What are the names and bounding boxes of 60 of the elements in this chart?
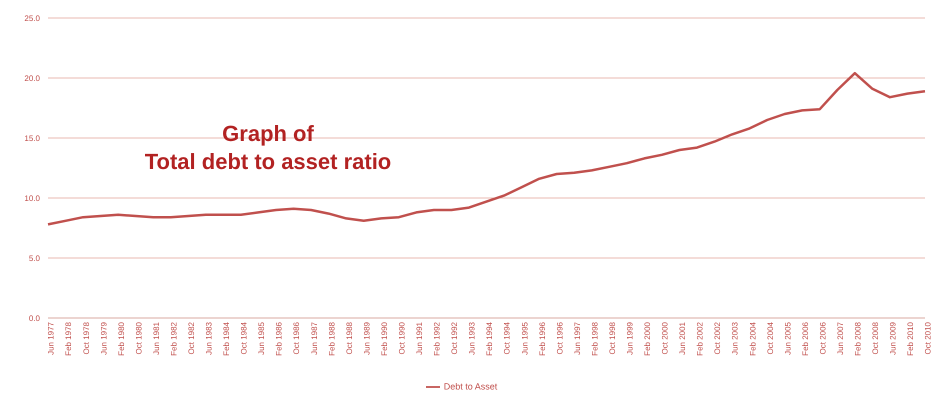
x-tick-label: Feb 1986 <box>274 321 284 356</box>
x-tick-label: Oct 1992 <box>450 321 460 354</box>
y-tick-label: 20.0 <box>24 74 41 83</box>
x-tick-label: Feb 1984 <box>222 321 232 356</box>
y-tick-label: 15.0 <box>24 134 41 143</box>
x-tick-label: Jun 1993 <box>468 321 477 355</box>
x-tick-label: Oct 2002 <box>713 321 722 354</box>
x-tick-label: Jun 2003 <box>730 321 740 355</box>
x-tick-label: Oct 1990 <box>397 321 406 354</box>
x-tick-label: Jun 1985 <box>257 321 266 355</box>
x-tick-label: Feb 2008 <box>854 321 863 356</box>
x-tick-label: Jun 2005 <box>783 321 792 355</box>
x-tick-label: Jun 2009 <box>888 321 898 355</box>
x-tick-label: Feb 1996 <box>538 321 547 356</box>
x-tick-label: Feb 1982 <box>169 321 178 356</box>
x-tick-label: Feb 2004 <box>748 321 758 356</box>
x-tick-label: Jun 1999 <box>626 321 634 355</box>
line-series <box>46 72 926 226</box>
x-tick-label: Oct 1984 <box>240 321 249 354</box>
x-tick-label: Jun 1983 <box>204 321 214 355</box>
y-tick-label: 25.0 <box>24 14 41 23</box>
x-tick-label: Jun 2007 <box>836 321 845 355</box>
x-tick-label: Jun 2001 <box>678 321 688 355</box>
y-tick-label: 10.0 <box>24 194 41 203</box>
y-tick-label: 0.0 <box>28 314 41 323</box>
x-tick-label: Jun 1977 <box>46 321 56 355</box>
x-tick-label: Oct 2004 <box>766 321 775 354</box>
y-tick-label: 5.0 <box>28 254 41 263</box>
x-tick-label: Oct 2008 <box>871 321 880 354</box>
x-tick-label: Oct 1978 <box>82 321 91 354</box>
x-tick-label: Feb 1998 <box>590 321 600 356</box>
x-tick-label: Oct 1988 <box>344 321 354 354</box>
x-tick-label: Jun 1979 <box>99 321 108 355</box>
x-tick-label: Oct 2000 <box>660 321 670 354</box>
x-tick-label: Oct 1994 <box>502 321 512 354</box>
x-tick-label: Feb 2000 <box>643 321 652 356</box>
x-tick-label: Feb 2002 <box>696 321 705 356</box>
x-tick-label: Oct 1998 <box>608 321 617 354</box>
x-tick-label: Feb 2006 <box>800 321 810 356</box>
x-tick-label: Oct 2006 <box>818 321 828 354</box>
x-tick-label: Jun 1989 <box>362 321 372 355</box>
x-tick-label: Feb 1992 <box>432 321 442 356</box>
x-tick-label: Feb 1988 <box>327 321 336 356</box>
x-tick-label: Feb 2010 <box>906 321 916 356</box>
x-tick-label: Oct 1996 <box>555 321 564 354</box>
x-tick-label: Jun 1987 <box>310 321 319 355</box>
x-tick-label: Jun 1997 <box>572 321 582 355</box>
x-tick-label: Jun 1981 <box>152 321 161 355</box>
x-tick-label: Oct 1980 <box>134 321 144 354</box>
x-tick-label: Oct 1982 <box>187 321 196 354</box>
x-tick-label: Oct 1986 <box>292 321 302 354</box>
x-tick-label: Feb 1994 <box>485 321 494 356</box>
x-tick-label: Oct 2010 <box>924 321 933 354</box>
x-tick-label: Feb 1990 <box>380 321 389 356</box>
x-tick-label: Jun 1991 <box>415 321 424 355</box>
text: Graph of Total debt to asset ratio <box>144 120 392 176</box>
legend-label: Debt to Asset <box>444 381 498 392</box>
x-tick-label: Feb 1978 <box>64 321 74 356</box>
x-tick-label: Feb 1980 <box>116 321 126 356</box>
x-tick-label: Jun 1995 <box>520 321 530 355</box>
